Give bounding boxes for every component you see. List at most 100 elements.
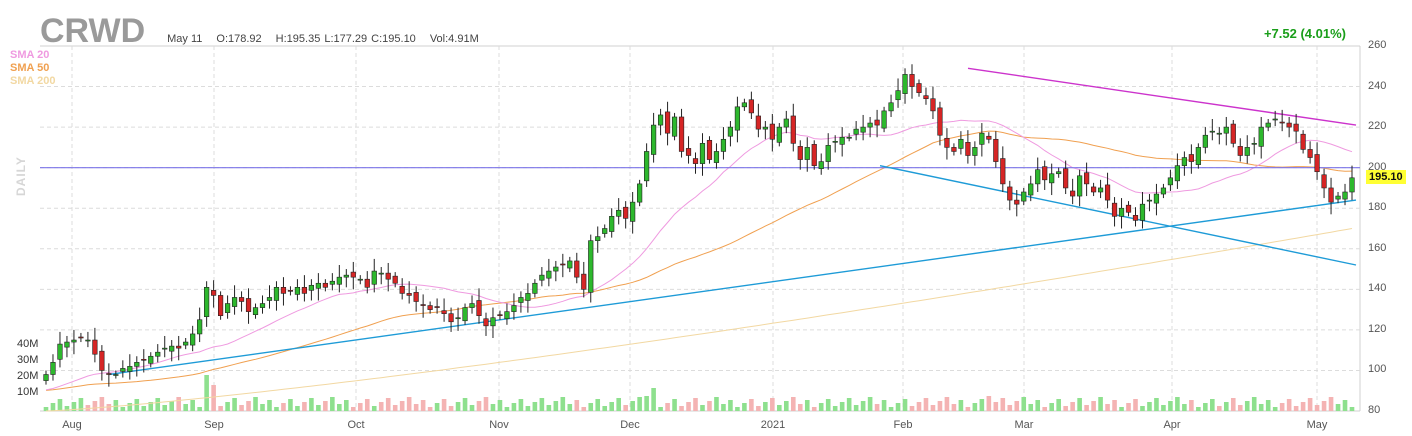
y-tick-label: 200	[1368, 160, 1387, 173]
volume-bar	[120, 407, 126, 411]
candle-body	[1272, 118, 1278, 121]
candle-body	[1321, 174, 1327, 189]
volume-bar	[1042, 407, 1048, 411]
volume-bar	[811, 407, 817, 411]
candle-body	[1132, 215, 1139, 221]
volume-bar	[602, 406, 608, 411]
candle-body	[148, 355, 154, 364]
candle-body	[916, 83, 922, 93]
candle-body	[217, 295, 224, 316]
volume-bar	[777, 405, 782, 411]
candle-body	[315, 282, 321, 289]
volume-bar	[958, 400, 964, 411]
candle-body	[979, 132, 985, 145]
volume-bar	[951, 404, 957, 411]
volume-bar	[846, 398, 852, 411]
volume-bar	[413, 404, 419, 411]
volume-bar	[274, 407, 279, 411]
volume-bar	[1000, 398, 1006, 411]
candle-body	[238, 297, 245, 302]
volume-tick-label: 30M	[17, 354, 39, 366]
x-tick-label: Feb	[893, 419, 913, 431]
volume-bar	[616, 398, 621, 411]
volume-bar	[1063, 406, 1068, 411]
volume-bar	[106, 404, 112, 411]
candle-body	[567, 260, 573, 269]
candle-body	[1014, 199, 1020, 205]
quote-close: C:195.10	[371, 33, 416, 45]
candle-body	[259, 303, 266, 308]
candle-body	[85, 339, 91, 342]
volume-bar	[986, 396, 992, 411]
volume-bar	[637, 397, 642, 411]
volume-bar	[162, 405, 168, 411]
candle-body	[336, 276, 342, 285]
candle-body	[895, 90, 901, 101]
candle-body	[1251, 143, 1257, 145]
volume-bar	[350, 407, 356, 411]
volume-bar	[1237, 405, 1243, 411]
candle-body	[755, 115, 761, 130]
candle-body	[50, 362, 56, 375]
volume-bar	[1126, 403, 1131, 411]
volume-tick-label: 40M	[17, 338, 39, 350]
volume-bar	[1217, 406, 1222, 411]
volume-bar	[1258, 404, 1264, 411]
candle-body	[406, 293, 412, 296]
x-tick-label: May	[1306, 419, 1328, 431]
y-tick-label: 120	[1368, 322, 1387, 335]
candle-body	[1118, 207, 1125, 217]
candle-body	[57, 343, 63, 360]
y-tick-label: 80	[1368, 404, 1381, 416]
volume-bar	[909, 406, 915, 411]
volume-bar	[700, 405, 705, 411]
volume-bar	[672, 399, 677, 411]
candle-body	[476, 300, 482, 316]
candle-body	[1328, 187, 1334, 203]
candle-body	[1237, 146, 1243, 156]
volume-bar	[783, 401, 789, 411]
candle-body	[99, 350, 105, 371]
candle-body	[1293, 123, 1299, 132]
x-tick-label: Sep	[204, 419, 224, 431]
volume-bar	[860, 401, 866, 411]
volume-bar	[749, 399, 754, 411]
candle-body	[804, 147, 810, 160]
candle-body	[1139, 203, 1146, 221]
candle-body	[1174, 165, 1181, 182]
volume-bar	[1189, 400, 1194, 411]
candle-body	[958, 138, 964, 149]
sma50-path	[45, 130, 1353, 391]
candle-body	[427, 305, 433, 310]
volume-bar	[1175, 397, 1180, 411]
candle-body	[560, 263, 566, 266]
candle-body	[902, 74, 908, 94]
volume-bars	[43, 375, 1355, 411]
volume-bar	[693, 398, 698, 411]
candle-body	[532, 282, 538, 294]
candle-body	[727, 126, 734, 137]
volume-bar	[1182, 404, 1187, 411]
candle-body	[825, 145, 831, 162]
volume-bar	[490, 404, 496, 411]
volume-bar	[183, 404, 188, 411]
volume-bar	[644, 396, 649, 411]
volume-bar	[930, 405, 936, 411]
candle-body	[1195, 147, 1201, 165]
y-tick-label: 220	[1368, 120, 1387, 133]
volume-bar	[385, 398, 391, 411]
volume-bar	[337, 404, 342, 411]
volume-bar	[1342, 400, 1348, 411]
volume-bar	[239, 405, 244, 411]
volume-bar	[511, 403, 517, 411]
volume-bar	[281, 403, 286, 411]
candle-body	[231, 297, 238, 307]
candle-body	[1314, 154, 1320, 173]
volume-bar	[1203, 403, 1208, 411]
volume-bar	[455, 402, 461, 411]
candle-body	[616, 209, 622, 217]
volume-bar	[790, 397, 796, 411]
candle-body	[204, 287, 210, 318]
volume-bar	[204, 375, 209, 411]
